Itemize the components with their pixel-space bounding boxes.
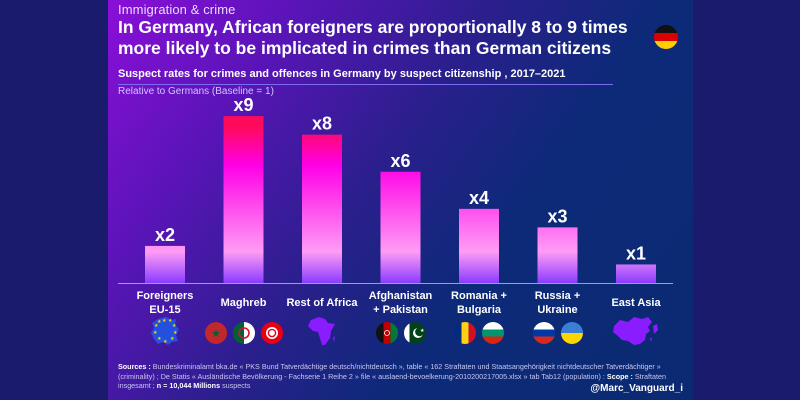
category-label-line: East Asia — [611, 297, 661, 309]
bar-3 — [380, 171, 421, 283]
eu-map-icon: ★ ★ ★ ★ ★ ★ ★ ★ ★ ★ — [148, 315, 182, 352]
svg-text:★: ★ — [163, 339, 168, 345]
bar-6 — [616, 264, 656, 283]
data-label: x1 — [626, 243, 646, 263]
category-label-6: East Asia — [591, 296, 681, 310]
bar-2 — [302, 134, 342, 283]
afghanistan-flag-icon — [375, 322, 398, 344]
russia-flag-icon — [532, 322, 555, 344]
svg-text:★: ★ — [172, 323, 177, 329]
svg-text:★: ★ — [162, 318, 167, 324]
svg-text:★: ★ — [157, 336, 162, 342]
bulgaria-flag-icon — [482, 322, 504, 344]
category-label-0: Foreigners EU-15 — [120, 289, 210, 317]
category-label: Immigration & crime — [118, 2, 236, 17]
category-label-line: Bulgaria — [456, 304, 501, 316]
icon-row: ★ — [361, 318, 441, 348]
sources-body: Bundeskriminalamt bka.de « PKS Bund Tatv… — [118, 362, 661, 381]
svg-text:★: ★ — [154, 323, 159, 329]
pakistan-flag-icon: ★ — [403, 322, 426, 344]
svg-text:★: ★ — [170, 336, 175, 342]
category-label-line: Maghreb — [220, 297, 267, 309]
chart-subtitle: Suspect rates for crimes and offences in… — [118, 68, 566, 80]
category-label-3: Afghanistan + Pakistan — [356, 289, 446, 317]
svg-text:★: ★ — [157, 319, 162, 325]
sources-text: Sources : Bundeskriminalamt bka.de « PKS… — [118, 362, 678, 391]
svg-text:★: ★ — [420, 328, 425, 334]
category-label-line: Ukraine — [537, 304, 578, 316]
category-label-line: Afghanistan — [368, 290, 433, 302]
bar-1 — [223, 116, 264, 283]
germany-flag-icon — [654, 25, 678, 49]
east-asia-map-icon — [610, 314, 662, 353]
ukraine-flag-icon — [560, 322, 583, 344]
data-label: x9 — [233, 95, 253, 115]
morocco-flag-icon: ★ — [204, 322, 227, 344]
bar-0 — [145, 245, 185, 283]
data-label: x6 — [390, 151, 410, 171]
icon-row — [439, 318, 519, 348]
category-label-1: Maghreb — [199, 296, 289, 310]
africa-map-icon — [305, 314, 339, 353]
category-label-line: + Pakistan — [373, 304, 428, 316]
bar-4 — [459, 208, 499, 283]
scope-label: Scope : — [606, 371, 633, 381]
svg-text:★: ★ — [211, 328, 221, 340]
svg-text:★: ★ — [173, 330, 178, 336]
category-label-4: Romania + Bulgaria — [434, 289, 524, 317]
category-label-line: Romania + — [451, 290, 507, 302]
category-label-2: Rest of Africa — [277, 296, 367, 310]
category-label-line: Russia + — [534, 290, 581, 302]
icon-row: ★ ★ ★ ★ ★ ★ ★ ★ ★ ★ — [125, 316, 205, 348]
tunisia-flag-icon — [260, 322, 283, 344]
algeria-flag-icon — [232, 322, 255, 344]
category-label-5: Russia + Ukraine — [513, 289, 603, 317]
sources-label: Sources : — [118, 362, 151, 371]
sample-suffix: suspects — [220, 381, 251, 390]
svg-text:★: ★ — [153, 330, 158, 336]
bar-5 — [537, 227, 578, 283]
data-label: x4 — [469, 188, 489, 208]
divider — [118, 84, 613, 85]
category-label-line: Rest of Africa — [286, 297, 358, 309]
data-label: x8 — [312, 114, 332, 134]
infographic-panel: Immigration & crime In Germany, African … — [108, 0, 693, 400]
baseline-note: Relative to Germans (Baseline = 1) — [118, 86, 274, 97]
data-label: x3 — [547, 206, 567, 226]
svg-text:★: ★ — [168, 318, 173, 324]
romania-flag-icon — [454, 322, 476, 344]
sample-size: n = 10,044 Millions — [156, 381, 221, 390]
icon-row — [282, 316, 362, 348]
bar-chart: x2 x9 x8 x6 x4 x3 x1 — [118, 95, 673, 284]
scope-body: Straftaten insgesamt ; — [118, 371, 667, 391]
category-label-line: Foreigners — [136, 290, 194, 302]
page-title: In Germany, African foreigners are propo… — [118, 17, 628, 58]
icon-row — [596, 316, 676, 348]
icon-row: ★ — [204, 318, 284, 348]
icon-row — [518, 318, 598, 348]
data-label: x2 — [155, 225, 175, 245]
category-label-line: EU-15 — [149, 304, 181, 316]
author-handle: @Marc_Vanguard_i — [590, 383, 683, 394]
